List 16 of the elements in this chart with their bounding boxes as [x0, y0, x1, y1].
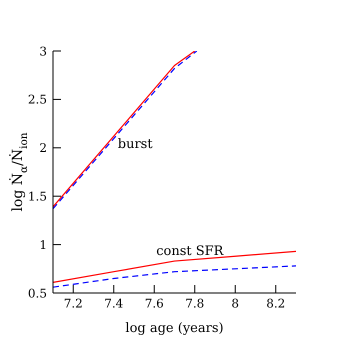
x-tick-label: 7.8 — [185, 296, 204, 311]
x-tick-label: 7.6 — [144, 296, 164, 311]
x-tick-label: 8 — [231, 296, 240, 311]
y-tick-label: 3 — [39, 44, 47, 58]
x-tick-label: 8.2 — [266, 296, 286, 311]
x-axis-title: log age (years) — [125, 321, 224, 336]
y-tick-label: 2.5 — [28, 92, 47, 107]
y-tick-label: 2 — [39, 141, 47, 156]
y-tick-label: 1.5 — [28, 189, 47, 204]
y-tick-label: 1 — [39, 238, 47, 252]
annotation: const SFR — [156, 244, 225, 259]
x-tick-label: 7.4 — [104, 296, 124, 311]
x-tick-label: 7.2 — [64, 296, 83, 311]
annotation: burst — [118, 137, 154, 152]
y-tick-label: 0.5 — [28, 286, 47, 300]
line-series — [53, 265, 296, 288]
